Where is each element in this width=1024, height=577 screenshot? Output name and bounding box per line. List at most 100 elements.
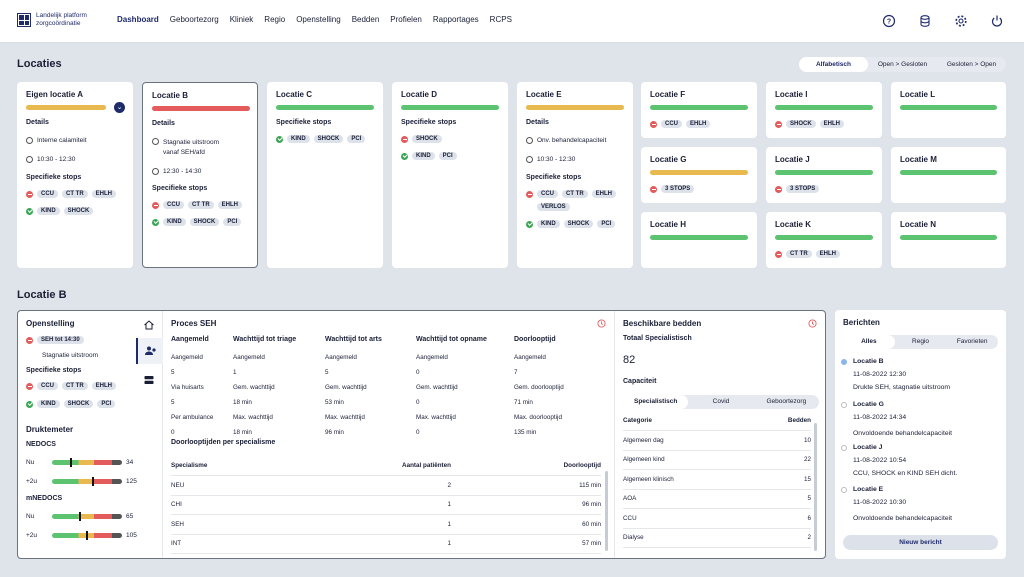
- proces-value: Aangemeld: [171, 354, 203, 361]
- nav-openstelling[interactable]: Openstelling: [296, 15, 341, 24]
- proces-value: Gem. wachttijd: [416, 384, 458, 391]
- clock-alert-icon[interactable]: [597, 319, 606, 328]
- bedden-table: Categorie Bedden Algemeen dag 10 Algemeen …: [623, 411, 811, 548]
- proces-value: 7: [514, 369, 518, 376]
- new-message-button[interactable]: Nieuw bericht: [843, 535, 998, 550]
- help-icon[interactable]: ?: [882, 14, 896, 28]
- proces-value: 0: [171, 429, 175, 436]
- message-item[interactable]: Locatie E 11-08-2022 10:30 Onvoldoende beh…: [841, 483, 952, 525]
- nedocs-label: NEDOCS: [26, 441, 56, 448]
- open-icon: [26, 207, 33, 215]
- tab-favorieten[interactable]: Favorieten: [956, 338, 988, 345]
- chevron-down-icon[interactable]: ⌄: [114, 102, 125, 113]
- open-icon: [526, 220, 533, 228]
- gauge-value: 65: [126, 513, 134, 520]
- nav-dashboard[interactable]: Dashboard: [117, 15, 159, 24]
- status-bar: [26, 105, 106, 110]
- tab-specialistisch[interactable]: Specialistisch: [623, 395, 689, 409]
- status-bar: [650, 170, 748, 175]
- card-title: Locatie H: [650, 220, 687, 229]
- status-bar: [650, 235, 748, 240]
- gear-icon[interactable]: [954, 14, 968, 28]
- location-card-h[interactable]: Locatie H: [641, 212, 757, 268]
- clock-alert-icon[interactable]: [808, 319, 817, 328]
- bedden-scrollbar[interactable]: [814, 423, 817, 551]
- gauge-value: 105: [126, 532, 137, 539]
- card-title: Locatie E: [526, 90, 562, 99]
- sort-alfabetisch[interactable]: Alfabetisch: [799, 57, 868, 72]
- location-card-c[interactable]: Locatie C Specifieke stops KIND SHOCK PCI: [267, 82, 383, 268]
- berichten-tabs: Alles Regio Favorieten: [843, 335, 998, 349]
- proces-value: Max. wachttijd: [416, 414, 456, 421]
- capaciteit-label: Capaciteit: [623, 378, 657, 385]
- stop-chip: PCI: [347, 135, 366, 143]
- message-date: 11-08-2022 10:54: [853, 457, 907, 464]
- sort-open-gesloten[interactable]: Open > Gesloten: [877, 61, 928, 68]
- location-card-i[interactable]: Locatie I SHOCK EHLH: [766, 82, 882, 138]
- people-tab[interactable]: [136, 338, 163, 364]
- detail-time: 12:30 - 14:30: [163, 168, 202, 175]
- location-card-a[interactable]: Eigen locatie A ⌄ Details Interne calami…: [17, 82, 133, 268]
- gauge-label: +2u: [26, 532, 38, 539]
- location-card-j[interactable]: Locatie J 3 STOPS: [766, 147, 882, 203]
- location-card-n[interactable]: Locatie N: [891, 212, 1006, 268]
- logo[interactable]: Landelijk platform zorgcoördinatie: [17, 12, 87, 28]
- closed-icon: [26, 382, 33, 390]
- cell: NEU: [171, 475, 321, 496]
- mnedocs-label: mNEDOCS: [26, 495, 63, 502]
- server-icon[interactable]: [143, 374, 155, 386]
- table-row: Algemeen dag 10: [623, 430, 811, 451]
- message-item[interactable]: Locatie G 11-08-2022 14:34 Onvoldoende beh…: [841, 398, 952, 440]
- location-card-b[interactable]: Locatie B Details Stagnatie uitstroom van…: [142, 82, 258, 268]
- mnedocs-now-gauge: [52, 512, 122, 521]
- proces-value: Gem. doorlooptijd: [514, 384, 564, 391]
- cell: 15: [752, 469, 811, 490]
- stops-label: Specifieke stops: [152, 185, 208, 192]
- location-card-m[interactable]: Locatie M: [891, 147, 1006, 203]
- closed-icon: [401, 135, 408, 143]
- sort-tabs: Alfabetisch Open > Gesloten Gesloten > O…: [799, 57, 1006, 72]
- proces-value: 96 min: [325, 429, 344, 436]
- nav-regio[interactable]: Regio: [264, 15, 286, 24]
- nav-bedden[interactable]: Bedden: [351, 15, 380, 24]
- proces-value: 0: [416, 429, 420, 436]
- database-icon[interactable]: [918, 14, 932, 28]
- tab-geboortezorg[interactable]: Geboortezorg: [766, 398, 807, 405]
- stop-chip: CCU: [37, 382, 58, 390]
- tab-regio[interactable]: Regio: [912, 338, 929, 345]
- power-icon[interactable]: [990, 14, 1004, 28]
- table-row: CHI 1 96 min: [171, 495, 601, 515]
- table-scrollbar[interactable]: [605, 471, 608, 551]
- location-card-k[interactable]: Locatie K CT TR EHLH: [766, 212, 882, 268]
- proces-column: Wachttijd tot arts Aangemeld 5 Gem. wachtti…: [325, 336, 420, 440]
- message-item[interactable]: Locatie B 11-08-2022 12:30 Drukte SEH, sta…: [841, 355, 950, 394]
- cell: CCU: [623, 508, 753, 529]
- status-bar: [900, 170, 997, 175]
- tab-alles[interactable]: Alles: [843, 335, 895, 349]
- main-nav: Dashboard Geboortezorg Kliniek Regio Ope…: [117, 15, 523, 24]
- stop-chip: EHLH: [91, 190, 117, 198]
- nav-kliniek[interactable]: Kliniek: [229, 15, 254, 24]
- table-row: NEU 2 115 min: [171, 475, 601, 496]
- proces-value: 53 min: [325, 399, 344, 406]
- location-card-e[interactable]: Locatie E Details Onv. behandelcapacitei…: [517, 82, 633, 268]
- berichten-panel: Berichten Alles Regio Favorieten Locatie…: [835, 310, 1006, 559]
- status-bar: [775, 105, 873, 110]
- detail-time: 10:30 - 12:30: [37, 156, 76, 163]
- sort-gesloten-open[interactable]: Gesloten > Open: [946, 61, 997, 68]
- location-card-g[interactable]: Locatie G 3 STOPS: [641, 147, 757, 203]
- proces-value: Max. doorlooptijd: [514, 414, 562, 421]
- location-card-d[interactable]: Locatie D Specifieke stops SHOCK KIND PCI: [392, 82, 508, 268]
- nav-profielen[interactable]: Profielen: [390, 15, 422, 24]
- home-icon[interactable]: [143, 319, 155, 331]
- nav-rcps[interactable]: RCPS: [489, 15, 512, 24]
- nav-geboortezorg[interactable]: Geboortezorg: [169, 15, 219, 24]
- message-item[interactable]: Locatie J 11-08-2022 10:54 CCU, SHOCK en K…: [841, 441, 957, 480]
- cell: CHI: [171, 495, 321, 515]
- specialisme-table: Specialisme Aantal patiënten Doorlooptijd …: [171, 456, 601, 554]
- closed-icon: [650, 185, 657, 193]
- tab-covid[interactable]: Covid: [712, 398, 730, 405]
- location-card-l[interactable]: Locatie L: [891, 82, 1006, 138]
- location-card-f[interactable]: Locatie F CCU EHLH: [641, 82, 757, 138]
- nav-rapportages[interactable]: Rapportages: [432, 15, 479, 24]
